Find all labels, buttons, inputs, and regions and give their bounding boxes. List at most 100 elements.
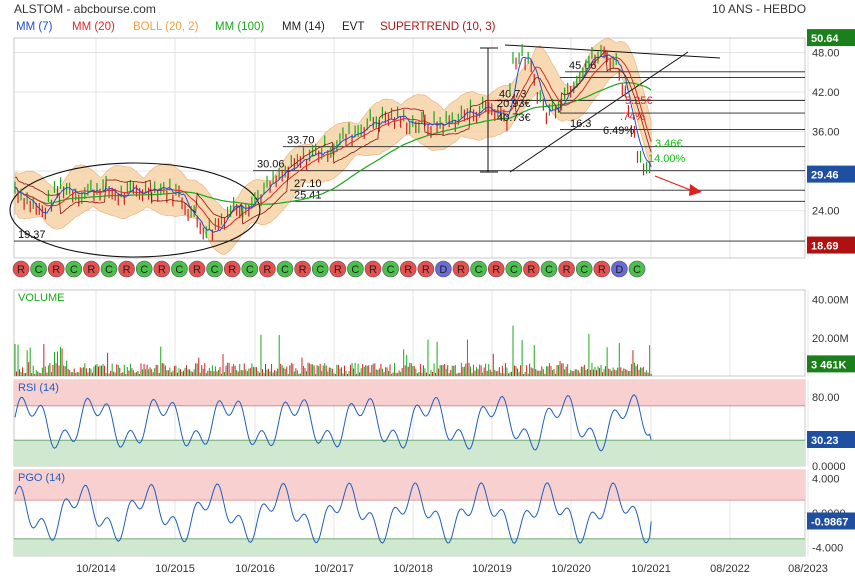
- volume-last-box: 3 461K: [807, 355, 855, 373]
- signal-label: D: [439, 264, 447, 276]
- signal-marker: R: [294, 260, 311, 278]
- rsi-last-box: 30.23: [807, 431, 855, 449]
- signal-marker: C: [470, 260, 487, 278]
- rsi-oversold-zone: [14, 440, 805, 466]
- signal-label: R: [228, 264, 236, 276]
- price-level-label: 27.10: [294, 178, 322, 190]
- signal-label: C: [281, 264, 289, 276]
- last-price-box: 29.46: [807, 165, 855, 183]
- pgo-line: [14, 482, 652, 544]
- signal-marker: C: [505, 260, 523, 278]
- signal-label: R: [369, 264, 377, 276]
- price-axis-tick: 42.00: [812, 87, 840, 99]
- x-axis-tick: 10/2014: [76, 563, 116, 575]
- price-axis-tick: 48.00: [812, 47, 840, 59]
- price-annotation: 16.3: [570, 118, 591, 130]
- pgo-axis-tick: -4.000: [812, 542, 843, 554]
- projection-arrow: [654, 175, 694, 192]
- signal-marker: C: [382, 260, 399, 278]
- signal-marker: C: [206, 260, 223, 278]
- signal-label: R: [263, 264, 271, 276]
- pgo-oversold-zone: [14, 538, 805, 556]
- price-annotation: 6.49%: [603, 125, 634, 137]
- volume-title: VOLUME: [18, 292, 64, 304]
- rsi-axis-tick: 0.0000: [812, 461, 846, 473]
- indicator-evt: EVT: [342, 21, 365, 33]
- signal-label: C: [246, 264, 254, 276]
- svg-text:30.23: 30.23: [811, 435, 839, 447]
- rsi-title: RSI (14): [18, 382, 59, 394]
- x-axis-tick: 10/2018: [393, 563, 433, 575]
- signal-marker: R: [47, 260, 65, 278]
- x-axis-tick: 10/2020: [551, 563, 591, 575]
- signal-label: R: [404, 264, 412, 276]
- x-axis-tick: 08/2022: [710, 563, 750, 575]
- signal-label: R: [334, 264, 342, 276]
- indicator-mm100: MM (100): [215, 21, 265, 33]
- signal-marker: R: [417, 260, 435, 278]
- price-annotation: 20.93€: [497, 98, 531, 110]
- svg-text:29.46: 29.46: [811, 170, 839, 182]
- signal-label: R: [17, 264, 25, 276]
- signal-marker: C: [628, 260, 646, 278]
- signal-label: C: [70, 264, 78, 276]
- max-value-box: 50.64: [807, 29, 855, 47]
- signal-label: R: [299, 264, 307, 276]
- rsi-overbought-zone: [14, 380, 805, 406]
- chart-title: ALSTOM - abcbourse.com: [14, 2, 156, 16]
- signal-label: R: [52, 264, 60, 276]
- pgo-last-box: -0.9867: [807, 512, 855, 530]
- signal-label: C: [105, 264, 113, 276]
- signal-label: C: [387, 264, 395, 276]
- min-value-box: 18.69: [807, 236, 855, 254]
- svg-text:18.69: 18.69: [811, 241, 839, 253]
- signal-label: R: [527, 264, 535, 276]
- signal-marker: R: [188, 260, 206, 278]
- signal-marker: C: [540, 260, 558, 278]
- price-level-label: 25.41: [294, 189, 322, 201]
- signal-label: R: [422, 264, 430, 276]
- x-axis-tick: 10/2016: [235, 563, 275, 575]
- price-axis-tick: 36.00: [812, 127, 840, 139]
- svg-text:50.64: 50.64: [811, 33, 839, 45]
- price-level-label: 30.06: [257, 159, 285, 171]
- volume-axis-tick: 40.00M: [812, 295, 849, 307]
- x-axis: 10/2014 10/2015 10/2016 10/2017 10/2018 10/20…: [76, 563, 828, 575]
- svg-text:-0.9867: -0.9867: [811, 516, 848, 528]
- price-annotation: 5.25€: [625, 95, 653, 107]
- signal-marker: R: [399, 260, 417, 278]
- signal-marker: R: [12, 260, 30, 278]
- price-level-label: 40.73: [499, 88, 527, 100]
- signal-label: C: [510, 264, 518, 276]
- indicator-mm14: MM (14): [282, 21, 325, 33]
- signal-marker: C: [65, 260, 83, 278]
- signal-marker: C: [135, 260, 153, 278]
- projection-arrow-head: [689, 184, 702, 196]
- rsi-line: [14, 394, 652, 452]
- signal-marker: R: [118, 260, 135, 278]
- signal-label: C: [351, 264, 359, 276]
- volume-axis-tick: 20.00M: [812, 333, 849, 345]
- rsi-axis-tick: 80.00: [812, 392, 840, 404]
- signal-marker: D: [435, 260, 452, 278]
- trend-line: [504, 44, 721, 59]
- signal-label: C: [475, 264, 483, 276]
- signal-label: C: [140, 264, 148, 276]
- signal-label: R: [492, 264, 500, 276]
- signal-label: C: [580, 264, 588, 276]
- pgo-title: PGO (14): [18, 472, 65, 484]
- signal-marker: C: [575, 260, 593, 278]
- signal-label: C: [316, 264, 324, 276]
- signal-marker: R: [523, 260, 540, 278]
- signal-label: R: [563, 264, 571, 276]
- x-axis-tick: 08/2023: [788, 563, 828, 575]
- signal-marker: R: [487, 260, 505, 278]
- signal-label: C: [175, 264, 183, 276]
- signal-marker: C: [311, 260, 329, 278]
- signal-marker: C: [100, 260, 118, 278]
- signal-marker: R: [259, 260, 276, 278]
- pgo-overbought-zone: [14, 470, 805, 501]
